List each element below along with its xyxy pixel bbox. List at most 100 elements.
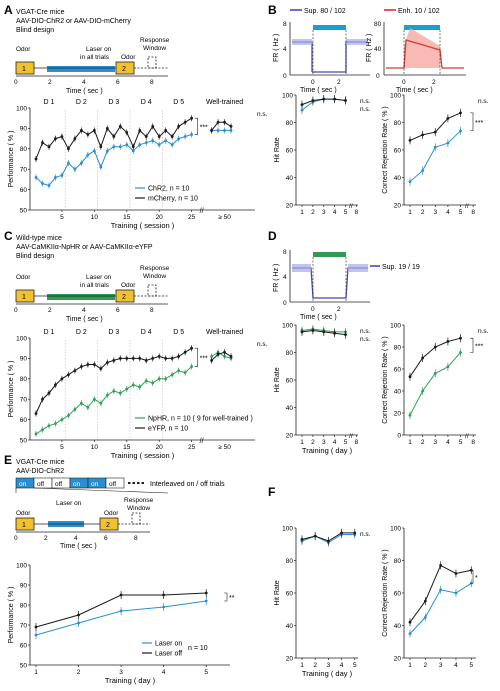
data-point xyxy=(204,591,208,595)
y-tick-label: 80 xyxy=(394,120,402,127)
ns-label: n.s. xyxy=(257,111,268,118)
data-point xyxy=(67,147,70,151)
y-tick-label: 80 xyxy=(286,558,294,565)
y-tick-label: 40 xyxy=(286,175,294,182)
a-time-xlabel: Time ( sec ) xyxy=(66,88,103,95)
panel-d-header: D Sup. 19 / 19 0 4 8 0 2 Time ( sec ) FR… xyxy=(268,229,420,321)
data-point xyxy=(79,161,83,165)
data-point xyxy=(216,352,220,356)
y-axis-label: Correct Rejection Rate ( % ) xyxy=(382,336,389,424)
y-tick-label: 70 xyxy=(20,622,28,629)
y-tick-label: 40 xyxy=(286,623,294,630)
b-sup-ylabel: FR ( Hz ) xyxy=(273,34,280,62)
data-point xyxy=(322,97,326,101)
data-point xyxy=(34,432,38,436)
data-point xyxy=(408,180,412,184)
b-enh-ylabel: FR ( Hz ) xyxy=(366,34,373,62)
data-point xyxy=(190,116,194,120)
x-tick-label: 4 xyxy=(454,662,458,669)
e-response-window xyxy=(131,512,141,525)
x-tick-label: 3 xyxy=(119,669,123,676)
e-resp-label2: Window xyxy=(127,505,150,512)
y-tick-label: 50 xyxy=(20,207,28,214)
y-tick-label: 60 xyxy=(20,417,28,424)
c-odor1-label: Odor xyxy=(16,274,31,281)
y-tick-label: 100 xyxy=(16,562,27,569)
data-point xyxy=(177,137,181,141)
data-point xyxy=(353,531,357,535)
data-point xyxy=(34,175,38,179)
data-point xyxy=(433,345,437,349)
data-point xyxy=(151,381,155,385)
c-resp-label2: Window xyxy=(143,273,166,280)
e-interleave-blocks: on off off on on off Interleaved on / of… xyxy=(15,477,225,489)
series-line xyxy=(409,564,472,623)
e-block-0-label: on xyxy=(19,481,27,488)
b-enh-ytick-0: 0 xyxy=(376,73,380,80)
x-tick-label: 4 xyxy=(333,209,337,216)
data-point xyxy=(77,613,80,617)
data-point xyxy=(105,393,109,397)
a-laser-label2: in all trials xyxy=(80,54,110,61)
data-point xyxy=(439,588,443,592)
a-odor2-num: 2 xyxy=(122,66,126,73)
x-tick-label: 5 xyxy=(459,209,463,216)
x-tick-label: 1 xyxy=(408,209,412,216)
axis-break: // xyxy=(200,208,204,215)
x-tick-label: 4 xyxy=(446,439,450,446)
b-enh-trace xyxy=(386,39,464,69)
e-interleave-label: Interleaved on / off trials xyxy=(150,481,225,488)
data-point xyxy=(210,354,213,358)
legend-label: mCherry, n = 10 xyxy=(148,196,198,203)
b-enh-sem xyxy=(404,28,440,68)
a-time-tick-8: 8 xyxy=(150,79,154,86)
data-point xyxy=(433,372,437,375)
y-axis-label: Correct Rejection Rate ( % ) xyxy=(382,106,389,194)
panel-e-header: E VGAT-Cre mice AAV-DIO-ChR2 on off off … xyxy=(4,453,225,550)
data-point xyxy=(99,401,103,405)
day-label: D 5 xyxy=(173,99,184,106)
legend-label: eYFP, n = 10 xyxy=(148,426,188,433)
day-label: D 5 xyxy=(173,329,184,336)
x-tick-label: 10 xyxy=(91,444,99,451)
panel-label-e: E xyxy=(4,453,12,467)
e-desc-line1: VGAT-Cre mice xyxy=(16,459,65,466)
ns-label: n.s. xyxy=(478,98,489,105)
y-tick-label: 80 xyxy=(20,146,28,153)
data-point xyxy=(67,161,70,165)
data-point xyxy=(340,531,343,535)
x-tick-label: 3 xyxy=(439,662,443,669)
day-label: D 1 xyxy=(44,329,55,336)
x-tick-label: 1 xyxy=(34,669,38,676)
y-tick-label: 60 xyxy=(394,590,402,597)
data-point xyxy=(311,329,315,332)
y-tick-label: 0 xyxy=(397,432,401,439)
x-tick-label: 1 xyxy=(300,662,304,669)
e-block-5-label: off xyxy=(109,481,116,488)
data-point xyxy=(99,367,103,370)
data-point xyxy=(177,124,181,128)
data-point xyxy=(170,357,174,360)
x-tick-label: 2 xyxy=(424,662,428,669)
data-point xyxy=(112,359,116,362)
ns-label: n.s. xyxy=(360,336,371,343)
sig-stars: *** xyxy=(475,120,483,127)
x-tick-label: 20 xyxy=(156,214,164,221)
data-point xyxy=(60,173,64,177)
y-tick-label: 100 xyxy=(16,105,27,112)
y-tick-label: 100 xyxy=(282,525,293,532)
data-point xyxy=(125,143,129,147)
data-point xyxy=(67,373,70,377)
legend-label: NpHR, n = 10 ( 9 for well-trained ) xyxy=(148,416,253,423)
data-point xyxy=(300,108,304,112)
data-point xyxy=(164,129,168,132)
y-tick-label: 80 xyxy=(394,344,402,351)
sig-stars: * xyxy=(475,575,478,582)
data-point xyxy=(183,350,187,354)
data-point xyxy=(138,357,142,360)
b-sup-laser-bar xyxy=(313,25,346,30)
x-tick-label: 2 xyxy=(421,439,425,446)
